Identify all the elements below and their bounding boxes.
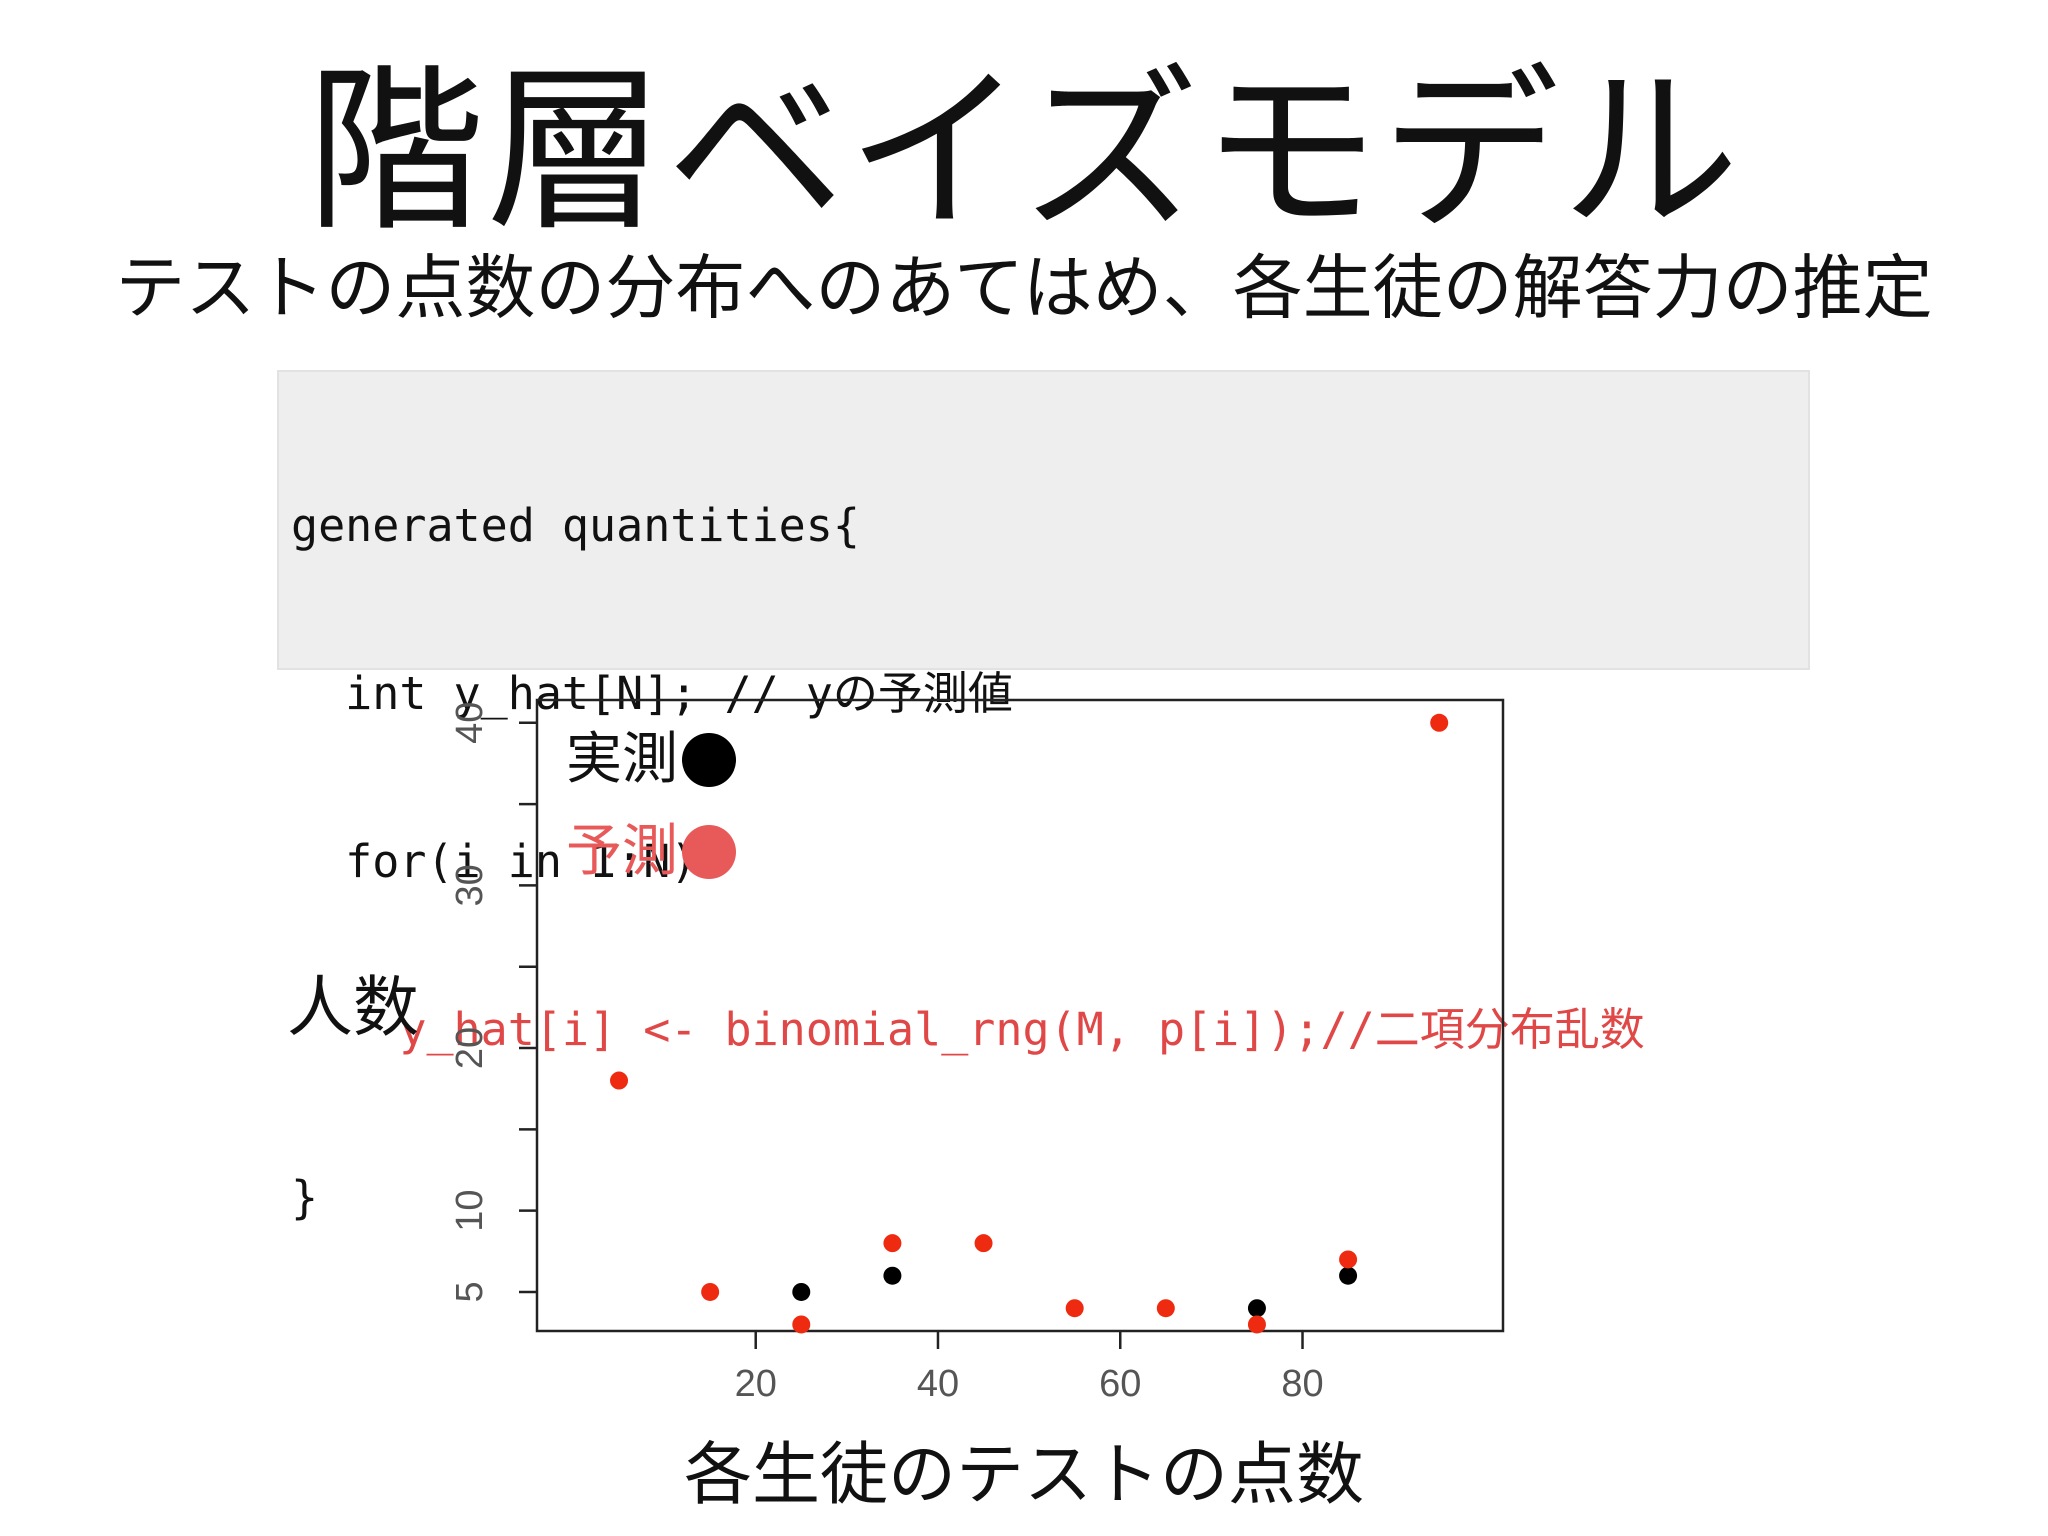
predicted-point: [792, 1315, 811, 1334]
legend-predicted: 予測: [566, 820, 736, 884]
code-line-4: y_hat[i] <- binomial_rng(M, p[i]);//二項分布…: [291, 1003, 1645, 1056]
y-tick-label: 30: [449, 864, 491, 906]
legend-observed-label: 実測: [566, 727, 678, 792]
legend-observed: 実測: [566, 728, 736, 792]
observed-point: [883, 1266, 902, 1285]
y-axis-title: 人数: [287, 969, 419, 1046]
x-tick-label: 80: [1281, 1363, 1323, 1405]
predicted-point: [974, 1234, 993, 1253]
observed-point: [792, 1282, 811, 1301]
legend-predicted-marker: [682, 825, 736, 879]
x-axis-title: 各生徒のテストの点数: [683, 1436, 1364, 1515]
code-line-1: generated quantities{: [291, 499, 860, 552]
predicted-point: [883, 1234, 902, 1253]
legend-observed-marker: [682, 733, 736, 787]
y-tick-label: 20: [449, 1027, 491, 1069]
slide-subtitle: テストの点数の分布へのあてはめ、各生徒の解答力の推定: [115, 247, 1933, 329]
observed-point: [1247, 1299, 1266, 1318]
code-block: generated quantities{ int y_hat[N]; // y…: [277, 370, 1810, 1224]
legend-predicted-label: 予測: [566, 819, 678, 884]
plot-frame: [535, 698, 1505, 1333]
predicted-point: [1339, 1250, 1358, 1269]
x-tick-label: 20: [735, 1363, 777, 1405]
code-line-5: }: [291, 1171, 319, 1224]
x-tick-label: 40: [917, 1363, 959, 1405]
y-tick-label: 5: [449, 1281, 491, 1302]
x-tick-label: 60: [1099, 1363, 1141, 1405]
observed-point: [1339, 1266, 1358, 1285]
predicted-point: [1065, 1299, 1084, 1318]
predicted-point: [1247, 1315, 1266, 1334]
predicted-point: [1156, 1299, 1175, 1318]
code-line-3: for(i in 1:N): [291, 835, 698, 888]
slide-title: 階層ベイズモデル: [306, 48, 1742, 255]
predicted-point: [701, 1282, 720, 1301]
code-line-2: int y_hat[N]; // yの予測値: [291, 667, 1013, 720]
y-tick-label: 40: [449, 702, 491, 744]
predicted-point: [610, 1071, 629, 1090]
y-tick-label: 10: [449, 1190, 491, 1232]
predicted-point: [1430, 713, 1449, 732]
